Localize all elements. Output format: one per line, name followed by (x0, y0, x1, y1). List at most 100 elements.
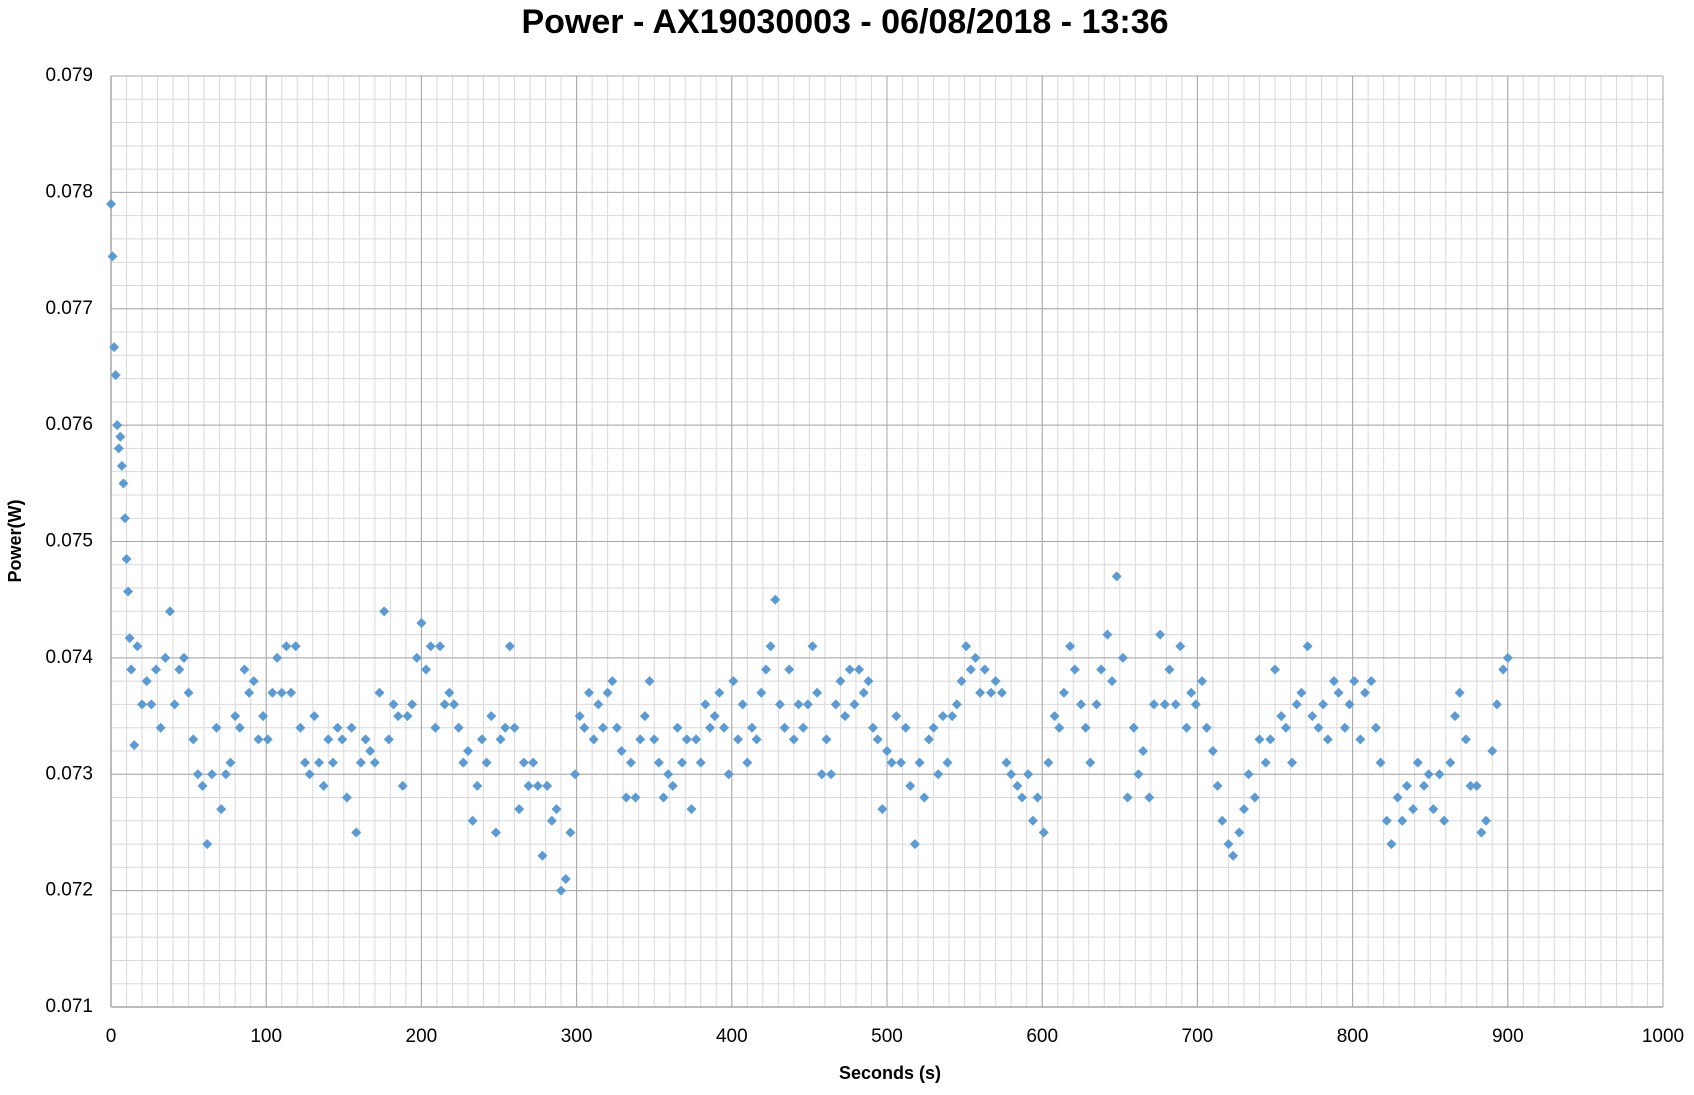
data-point (1491, 699, 1502, 710)
data-point (1223, 839, 1234, 850)
x-tick-label: 300 (561, 1026, 593, 1047)
data-point (248, 676, 259, 687)
data-point (374, 687, 385, 698)
data-point (169, 699, 180, 710)
data-point (1498, 664, 1509, 675)
data-point (272, 652, 283, 663)
data-point (686, 804, 697, 815)
data-point (337, 734, 348, 745)
data-point (1339, 722, 1350, 733)
data-point (556, 885, 567, 896)
data-point (397, 780, 408, 791)
data-point (719, 722, 730, 733)
data-point (225, 757, 236, 768)
data-point (1155, 629, 1166, 640)
data-point (467, 815, 478, 826)
data-point (597, 722, 608, 733)
data-point (551, 804, 562, 815)
data-point (607, 676, 618, 687)
data-point (868, 722, 879, 733)
chart-title: Power - AX19030003 - 06/08/2018 - 13:36 (521, 3, 1168, 41)
data-point (933, 769, 944, 780)
y-tick-label: 0.078 (45, 181, 93, 202)
data-point (1454, 687, 1465, 698)
data-point (113, 443, 124, 454)
data-point (253, 734, 264, 745)
data-point (942, 757, 953, 768)
data-point (1023, 769, 1034, 780)
data-point (1270, 664, 1280, 675)
data-point (965, 664, 976, 675)
data-point (383, 734, 394, 745)
data-point (206, 769, 217, 780)
data-point (882, 745, 892, 756)
data-point (709, 711, 720, 722)
data-point (1450, 711, 1461, 722)
data-point (923, 734, 934, 745)
data-point (681, 734, 692, 745)
data-point (1234, 827, 1245, 838)
data-point (425, 641, 436, 652)
data-point (444, 687, 455, 698)
x-tick-label: 100 (250, 1026, 282, 1047)
data-point (663, 769, 674, 780)
data-point (106, 199, 116, 210)
data-point (919, 792, 930, 803)
data-point (1032, 792, 1043, 803)
x-tick-label: 400 (716, 1026, 748, 1047)
data-point (174, 664, 185, 675)
data-point (1164, 664, 1175, 675)
data-point (430, 722, 441, 733)
data-point (1302, 641, 1313, 652)
data-point (202, 839, 213, 850)
data-point (979, 664, 990, 675)
data-point (1260, 757, 1271, 768)
data-point (407, 699, 418, 710)
data-point (849, 699, 860, 710)
data-point (1254, 734, 1265, 745)
data-point (1349, 676, 1360, 687)
data-point (1280, 722, 1291, 733)
data-point (621, 792, 632, 803)
data-point (504, 641, 515, 652)
data-point (1148, 699, 1159, 710)
data-point (751, 734, 762, 745)
data-point (826, 769, 837, 780)
data-point (574, 711, 585, 722)
data-point (602, 687, 613, 698)
x-axis-label: Seconds (s) (839, 1063, 941, 1083)
data-point (630, 792, 641, 803)
data-point (821, 734, 832, 745)
data-point (937, 711, 948, 722)
data-point (579, 722, 590, 733)
data-point (216, 804, 227, 815)
data-point (1249, 792, 1260, 803)
data-point (132, 641, 143, 652)
data-point (341, 792, 352, 803)
data-point (318, 780, 329, 791)
data-point (700, 699, 711, 710)
data-point (546, 815, 557, 826)
data-point (365, 745, 376, 756)
data-point (1190, 699, 1201, 710)
data-point (220, 769, 231, 780)
y-tick-label: 0.074 (45, 647, 93, 668)
data-point (905, 780, 916, 791)
data-point (379, 606, 390, 617)
data-point (486, 711, 497, 722)
data-point (835, 676, 846, 687)
x-tick-label: 500 (871, 1026, 903, 1047)
data-point (532, 780, 543, 791)
data-point (155, 722, 166, 733)
data-point (116, 460, 127, 471)
data-point (518, 757, 529, 768)
data-point (840, 711, 851, 722)
data-point (514, 804, 525, 815)
data-point (1096, 664, 1107, 675)
data-point (1243, 769, 1254, 780)
y-tick-label: 0.076 (45, 414, 93, 435)
data-point (635, 734, 646, 745)
data-point (462, 745, 473, 756)
